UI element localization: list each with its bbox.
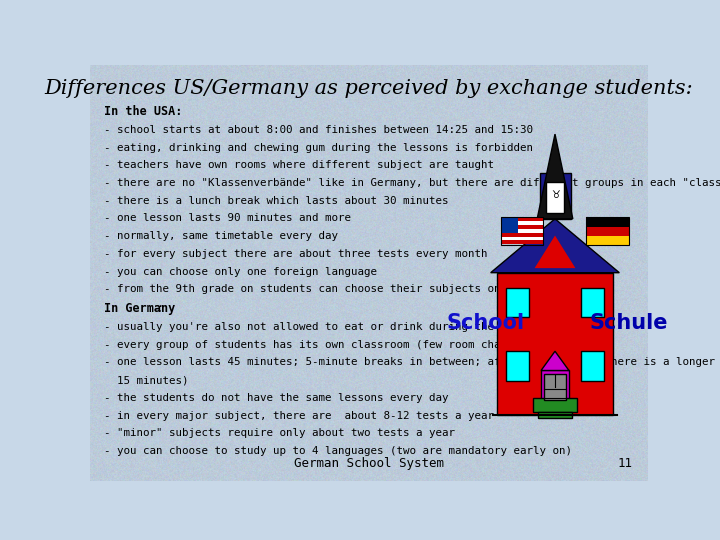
Text: - eating, drinking and chewing gum during the lessons is forbidden: - eating, drinking and chewing gum durin…	[104, 143, 533, 153]
Bar	[497, 273, 613, 415]
Polygon shape	[541, 351, 569, 370]
Bar	[506, 288, 529, 318]
Bar	[500, 237, 544, 240]
Polygon shape	[490, 219, 619, 273]
Bar	[586, 217, 629, 245]
Text: - you can choose only one foreign language: - you can choose only one foreign langua…	[104, 267, 377, 276]
Text: - normally, same timetable every day: - normally, same timetable every day	[104, 231, 338, 241]
Bar	[506, 351, 529, 381]
Text: - you can choose to study up to 4 languages (two are mandatory early on): - you can choose to study up to 4 langua…	[104, 446, 572, 456]
Bar	[546, 182, 564, 213]
Polygon shape	[534, 234, 577, 269]
Text: ♉: ♉	[551, 190, 559, 200]
Text: 15 minutes): 15 minutes)	[104, 375, 189, 385]
Text: School: School	[446, 313, 524, 333]
Text: - school starts at about 8:00 and finishes between 14:25 and 15:30: - school starts at about 8:00 and finish…	[104, 125, 533, 135]
Text: :: :	[156, 302, 163, 315]
Bar	[500, 233, 544, 237]
Text: - for every subject there are about three tests every month: - for every subject there are about thre…	[104, 249, 487, 259]
Text: - there is a lunch break which lasts about 30 minutes: - there is a lunch break which lasts abo…	[104, 195, 449, 206]
Text: - from the 9th grade on students can choose their subjects on their own: - from the 9th grade on students can cho…	[104, 284, 565, 294]
Bar	[500, 229, 544, 233]
Bar	[586, 226, 629, 236]
Text: German School System: German School System	[294, 457, 444, 470]
Text: - "minor" subjects require only about two tests a year: - "minor" subjects require only about tw…	[104, 428, 455, 438]
Bar	[544, 374, 566, 400]
Bar	[500, 225, 544, 229]
Text: - teachers have own rooms where different subject are taught: - teachers have own rooms where differen…	[104, 160, 494, 170]
Text: - the students do not have the same lessons every day: - the students do not have the same less…	[104, 393, 449, 403]
Bar	[500, 217, 518, 233]
Text: In Germany: In Germany	[104, 302, 175, 315]
Bar	[500, 217, 544, 221]
Text: - every group of students has its own classroom (few room changes): - every group of students has its own cl…	[104, 340, 533, 350]
Text: Differences US/Germany as perceived by exchange students:: Differences US/Germany as perceived by e…	[45, 79, 693, 98]
Text: - in every major subject, there are  about 8-12 tests a year: - in every major subject, there are abou…	[104, 410, 494, 421]
Bar	[541, 370, 569, 401]
Bar	[586, 217, 629, 226]
Bar	[500, 217, 544, 245]
Text: - there are no "Klassenverbände" like in Germany, but there are different groups: - there are no "Klassenverbände" like in…	[104, 178, 720, 188]
Bar	[538, 412, 572, 418]
Bar	[539, 173, 570, 219]
Bar	[586, 236, 629, 245]
Polygon shape	[537, 134, 573, 219]
Text: In the USA:: In the USA:	[104, 105, 182, 118]
Text: 11: 11	[618, 457, 632, 470]
Bar	[580, 351, 604, 381]
Text: Schule: Schule	[590, 313, 668, 333]
Bar	[500, 240, 544, 244]
Text: - usually you're also not allowed to eat or drink during the lessons: - usually you're also not allowed to eat…	[104, 322, 546, 332]
Text: - one lesson lasts 45 minutes; 5-minute breaks in between; after two lessons the: - one lesson lasts 45 minutes; 5-minute …	[104, 357, 720, 367]
Text: - one lesson lasts 90 minutes and more: - one lesson lasts 90 minutes and more	[104, 213, 351, 224]
Bar	[534, 398, 577, 412]
Bar	[500, 221, 544, 225]
Bar	[580, 288, 604, 318]
